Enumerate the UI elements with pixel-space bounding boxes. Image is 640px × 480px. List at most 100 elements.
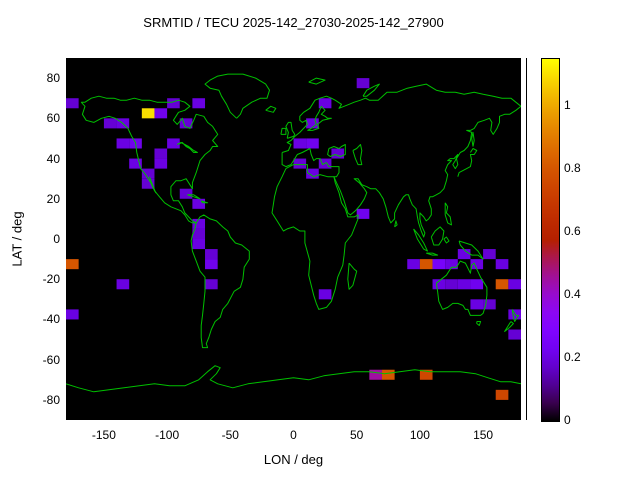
y-tick-label: 0 bbox=[53, 232, 60, 246]
coastline bbox=[426, 252, 439, 256]
tec-cell bbox=[154, 148, 168, 159]
x-axis-label: LON / deg bbox=[263, 452, 324, 467]
tec-cell bbox=[306, 118, 319, 129]
tec-cell bbox=[141, 108, 155, 119]
tec-cell bbox=[116, 138, 130, 149]
tec-cell bbox=[407, 259, 420, 270]
colorbar-tick-label: 0 bbox=[564, 413, 571, 427]
tec-cell bbox=[483, 299, 496, 310]
tec-cell bbox=[470, 279, 484, 290]
coastline bbox=[307, 105, 332, 131]
tec-cell bbox=[141, 178, 155, 189]
tec-cell bbox=[457, 279, 471, 290]
tec-cell bbox=[432, 259, 446, 270]
coastline bbox=[280, 127, 287, 135]
coastline bbox=[458, 240, 484, 260]
tec-cell bbox=[205, 249, 218, 260]
tec-cell bbox=[495, 389, 509, 400]
colorbar-gradient bbox=[541, 58, 560, 422]
colorbar-tick-label: 0.2 bbox=[564, 350, 581, 365]
tec-cell bbox=[457, 249, 471, 260]
tec-cell bbox=[419, 369, 433, 380]
coastline bbox=[80, 95, 219, 224]
y-tick-label: 20 bbox=[46, 191, 60, 206]
coastline bbox=[413, 228, 428, 252]
tec-cell bbox=[66, 309, 79, 320]
coastline bbox=[271, 164, 359, 310]
x-tick-label: -100 bbox=[155, 428, 180, 442]
colorbar-tick-label: 1 bbox=[564, 98, 571, 113]
coastline bbox=[327, 144, 346, 157]
coastline bbox=[308, 77, 326, 85]
coastline bbox=[444, 202, 452, 226]
tec-cell bbox=[154, 158, 168, 169]
coastline bbox=[176, 142, 198, 153]
coastline bbox=[362, 83, 380, 97]
tec-cell bbox=[483, 249, 496, 260]
tec-cell bbox=[318, 98, 332, 109]
colorbar-tick-label: 0.6 bbox=[564, 224, 581, 239]
x-tick-label: 0 bbox=[290, 428, 297, 442]
colorbar-tick-label: 0.4 bbox=[564, 287, 581, 302]
tec-cell bbox=[192, 228, 206, 239]
tec-cell bbox=[205, 259, 218, 270]
tec-cell bbox=[192, 218, 206, 229]
coastline bbox=[265, 105, 277, 113]
coastline bbox=[204, 73, 270, 119]
y-tick-label: 60 bbox=[46, 111, 60, 126]
tec-cell bbox=[369, 369, 382, 380]
coastline bbox=[285, 121, 296, 139]
y-tick-label: 80 bbox=[46, 71, 60, 86]
chart-title: SRMTID / TECU 2025-142_27030-2025-142_27… bbox=[143, 15, 444, 30]
tec-cell bbox=[445, 259, 458, 270]
x-tick-label: -50 bbox=[221, 428, 239, 442]
x-tick-label: -150 bbox=[91, 428, 116, 442]
coastline bbox=[471, 131, 475, 147]
x-tick-label: 150 bbox=[473, 428, 494, 442]
tec-cell bbox=[445, 279, 458, 290]
tec-cell bbox=[167, 98, 180, 109]
coastline bbox=[435, 260, 488, 316]
tec-cell bbox=[306, 168, 319, 179]
tec-cell bbox=[495, 259, 509, 270]
coastline bbox=[430, 226, 445, 246]
coastline bbox=[504, 321, 514, 332]
tec-cell bbox=[179, 118, 193, 129]
coastline bbox=[66, 365, 521, 393]
tec-cell bbox=[318, 289, 332, 300]
tec-cell bbox=[192, 239, 206, 250]
tec-cell bbox=[470, 259, 484, 270]
tec-cell bbox=[508, 309, 521, 320]
coastline bbox=[347, 262, 358, 290]
tec-cell bbox=[66, 98, 79, 109]
tec-cell bbox=[192, 98, 206, 109]
y-tick-label: 40 bbox=[46, 151, 60, 166]
tec-cell bbox=[381, 369, 395, 380]
tec-cell bbox=[470, 299, 484, 310]
tec-cell bbox=[141, 168, 155, 179]
tec-cell bbox=[66, 259, 79, 270]
tec-cell bbox=[167, 138, 180, 149]
tec-cell bbox=[179, 188, 193, 199]
y-tick-label: -80 bbox=[42, 392, 60, 407]
coastline bbox=[190, 214, 250, 349]
coastline bbox=[352, 144, 363, 166]
tec-cell bbox=[129, 158, 142, 169]
plot-background bbox=[66, 58, 521, 420]
coastline bbox=[476, 321, 482, 326]
coastline bbox=[443, 236, 450, 244]
tec-cell bbox=[331, 148, 345, 159]
tec-cell bbox=[508, 329, 521, 340]
tec-cell bbox=[432, 279, 446, 290]
tec-cell bbox=[103, 118, 117, 129]
right-frame-line bbox=[526, 58, 527, 420]
tec-cell bbox=[154, 108, 168, 119]
tec-cell bbox=[419, 259, 433, 270]
coastline bbox=[200, 200, 209, 204]
x-tick-label: 50 bbox=[350, 428, 364, 442]
coastline bbox=[457, 148, 478, 177]
tec-cell bbox=[495, 279, 509, 290]
coastline bbox=[394, 220, 398, 228]
